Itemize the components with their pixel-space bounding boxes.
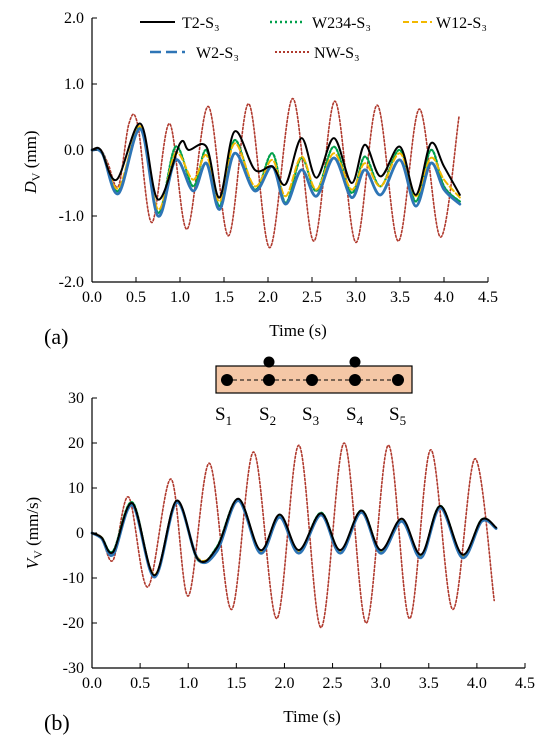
sensor-s4-marker xyxy=(349,374,361,386)
panel-a-y-tick-label: -1.0 xyxy=(59,208,84,225)
panel-a-x-tick-label: 1.0 xyxy=(170,289,190,306)
sensor-label-s4-sub: 4 xyxy=(357,413,364,428)
panel-a-y-label-unit: (mm) xyxy=(21,131,40,173)
sensor-label-s5: S5 xyxy=(389,404,406,428)
panel-a-x-tick-label: 4.5 xyxy=(478,289,498,306)
panel-b-x-label: Time (s) xyxy=(283,707,340,726)
panel-a-x-tick-label: 2.5 xyxy=(302,289,322,306)
panel-b-y-tick-label: 0 xyxy=(76,525,84,542)
sensor-label-s2: S2 xyxy=(259,404,276,428)
sensor-s1-marker xyxy=(221,374,233,386)
panel-a-x-tick-label: 2.0 xyxy=(258,289,278,306)
chart-panel-a: 0.0 0.5 1.0 1.5 2.0 2.5 3.0 3.5 4.0 4.52.01.00.0-… xyxy=(21,10,498,349)
panel-b-x-tick-label: 4.0 xyxy=(467,675,487,692)
sensor-label-s5-sub: 5 xyxy=(400,413,407,428)
sensor-s3-marker xyxy=(306,374,318,386)
sensor-label-s3-sub: 3 xyxy=(313,413,320,428)
panel-a-y-tick-label: 1.0 xyxy=(64,76,84,93)
sensor-label-s1-sub: 1 xyxy=(226,413,233,428)
sensor-label-s1-letter: S xyxy=(215,404,226,425)
sensor-label-s2-letter: S xyxy=(259,404,270,425)
chart-panel-b: 0.0 0.5 1.0 1.5 2.0 2.5 3.0 3.5 4.0 4.5 30 20 10 0 -10… xyxy=(23,390,535,735)
panel-a-x-label: Time (s) xyxy=(269,321,326,340)
panel-a-x-tick-label: 0.5 xyxy=(126,289,146,306)
panel-b-series-t2s xyxy=(91,497,498,577)
panel-b-x-tick-label: 2.0 xyxy=(274,675,294,692)
panel-b-y-label-main: V xyxy=(23,556,42,569)
panel-b-y-tick-label: -10 xyxy=(63,570,84,587)
panel-b-x-tick-label: 1.5 xyxy=(226,675,246,692)
panel-a-x-tick-label: 3.5 xyxy=(390,289,410,306)
panel-b-y-label: VV (mm/s) xyxy=(23,497,45,569)
sensor-label-s4-letter: S xyxy=(346,404,357,425)
support-s4-marker xyxy=(349,356,361,368)
panel-a-x-tick-label: 1.5 xyxy=(214,289,234,306)
sensor-label-s3: S3 xyxy=(302,404,319,428)
panel-b-y-tick-label: 20 xyxy=(68,435,84,452)
panel-b-y-label-unit: (mm/s) xyxy=(23,497,42,550)
sensor-s2-marker xyxy=(263,374,275,386)
panel-b-y-tick-label: 30 xyxy=(68,390,84,407)
panel-a-y-label-sub: V xyxy=(29,172,43,181)
legend-label-w12: W12-S₃ xyxy=(436,15,487,32)
panel-a-series-t2s xyxy=(91,122,461,201)
panel-b-y-tick-label: -30 xyxy=(63,660,84,677)
panel-a-x-tick-label: 3.0 xyxy=(346,289,366,306)
beam-schematic: S1 S2 S3 S4 S5 xyxy=(215,356,413,428)
panel-a-x-tick-label: 0.0 xyxy=(82,289,102,306)
panel-b-x-tick-label: 0.5 xyxy=(130,675,150,692)
panel-b-y-tick-label: 10 xyxy=(68,480,84,497)
legend: T2-S₃ W234-S₃ W12-S₃ W2-S₃ NW-S₃ xyxy=(140,15,487,62)
panel-b-y-label-sub: V xyxy=(31,550,45,559)
sensor-label-s5-letter: S xyxy=(389,404,400,425)
panel-b-x-tick-label: 3.0 xyxy=(371,675,391,692)
panel-a-label: (a) xyxy=(44,324,68,349)
legend-label-w234: W234-S₃ xyxy=(312,15,371,32)
panel-b-x-tick-label: 4.5 xyxy=(515,675,535,692)
sensor-label-s4: S4 xyxy=(346,404,364,428)
panel-b-x-tick-label: 0.0 xyxy=(82,675,102,692)
sensor-label-s1: S1 xyxy=(215,404,232,428)
sensor-label-s2-sub: 2 xyxy=(270,413,277,428)
panel-b-x-tick-label: 2.5 xyxy=(323,675,343,692)
legend-label-w2: W2-S₃ xyxy=(196,45,239,62)
legend-label-t2: T2-S₃ xyxy=(182,15,220,32)
panel-a-y-label: DV (mm) xyxy=(21,131,43,195)
support-s2-marker xyxy=(263,356,275,368)
panel-a-y-tick-label: -2.0 xyxy=(59,274,84,291)
panel-b-series-nws xyxy=(91,442,496,629)
panel-a-x-tick-label: 4.0 xyxy=(434,289,454,306)
panel-a-series-nws xyxy=(91,97,460,249)
panel-b-x-tick-label: 1.0 xyxy=(178,675,198,692)
panel-a-y-label-main: D xyxy=(21,180,40,194)
panel-a-y-tick-label: 0.0 xyxy=(64,142,84,159)
panel-b-x-tick-label: 3.5 xyxy=(419,675,439,692)
legend-label-nw: NW-S₃ xyxy=(314,45,360,62)
panel-a-y-tick-label: 2.0 xyxy=(64,10,84,27)
sensor-label-s3-letter: S xyxy=(302,404,313,425)
panel-b-label: (b) xyxy=(44,710,70,735)
sensor-s5-marker xyxy=(392,374,404,386)
panel-b-y-tick-label: -20 xyxy=(63,615,84,632)
